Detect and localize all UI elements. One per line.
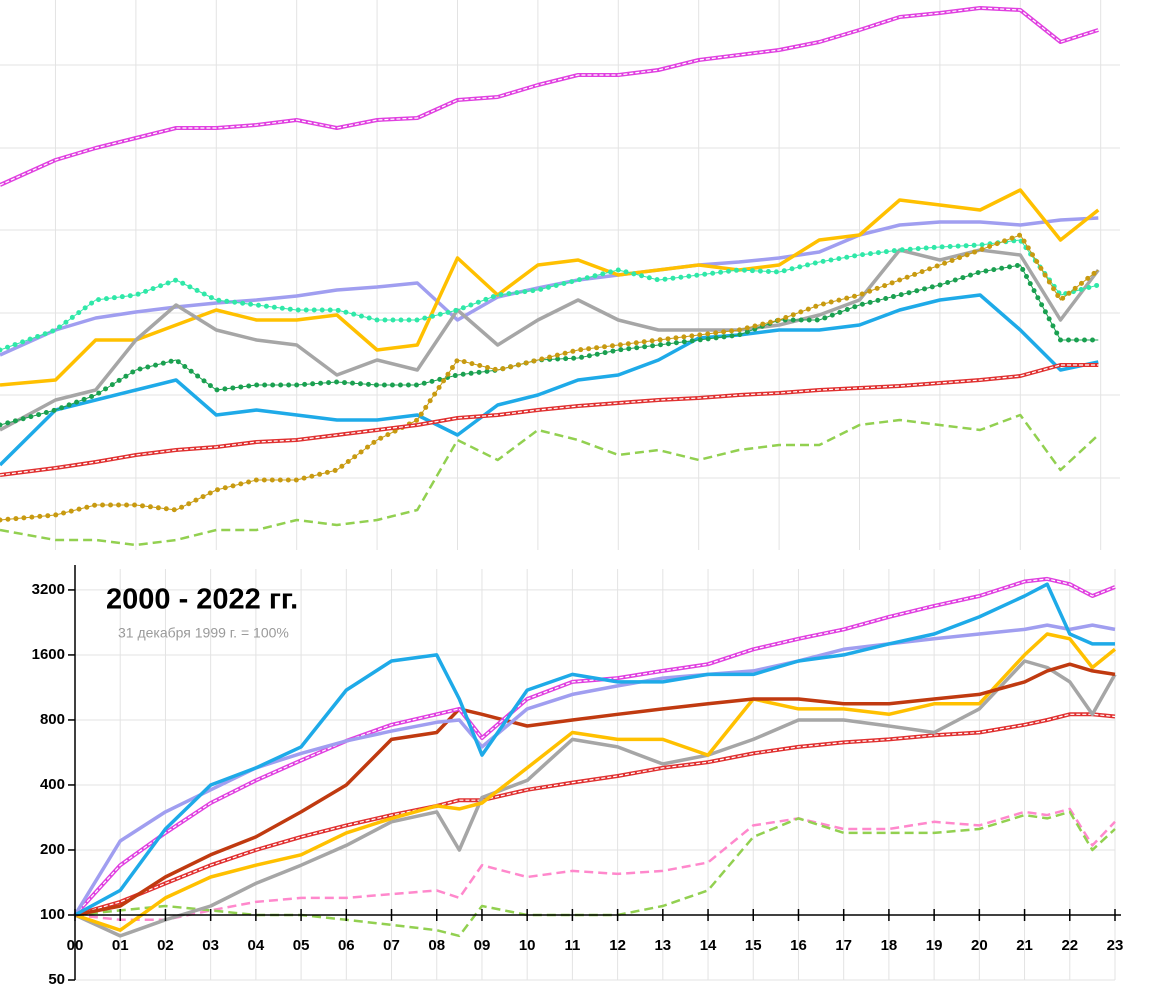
series-line xyxy=(0,239,1099,351)
series-line xyxy=(74,582,1115,917)
y-tick-label: 100 xyxy=(40,906,65,923)
x-tick-label: 15 xyxy=(745,937,762,954)
x-tick-label: 17 xyxy=(835,937,852,954)
series-line xyxy=(74,807,1116,922)
series-line xyxy=(0,234,1099,521)
x-tick-label: 12 xyxy=(609,937,626,954)
series-line xyxy=(74,632,1117,932)
x-tick-label: 23 xyxy=(1107,937,1124,954)
x-tick-label: 09 xyxy=(474,937,491,954)
x-tick-label: 20 xyxy=(971,937,988,954)
x-tick-label: 01 xyxy=(112,937,129,954)
series-dots xyxy=(0,262,1101,428)
x-tick-label: 06 xyxy=(338,937,355,954)
y-tick-label: 1600 xyxy=(32,646,65,663)
x-tick-label: 11 xyxy=(564,937,580,954)
series-line xyxy=(0,293,1099,467)
series-line-inner xyxy=(0,364,1099,476)
x-tick-label: 05 xyxy=(293,937,310,954)
series-line xyxy=(74,659,1117,938)
series-line xyxy=(74,662,1116,917)
x-tick-label: 13 xyxy=(654,937,671,954)
axis-layer: 50 100 200 400 800 1600 3200 00 01 02 03 04 05 06 07 08… xyxy=(32,565,1124,986)
y-tick-label: 800 xyxy=(40,711,65,728)
series-line xyxy=(74,810,1116,938)
series-line xyxy=(0,248,1100,432)
x-tick-label: 08 xyxy=(428,937,445,954)
series-line-inner xyxy=(74,713,1116,916)
series-line xyxy=(73,623,1116,916)
x-tick-label: 04 xyxy=(248,937,265,954)
x-tick-label: 02 xyxy=(157,937,174,954)
x-tick-label: 16 xyxy=(790,937,807,954)
series-dots xyxy=(0,237,1101,353)
x-tick-label: 10 xyxy=(519,937,536,954)
y-tick-label: 200 xyxy=(40,841,65,858)
x-tick-label: 14 xyxy=(700,937,717,954)
series-line xyxy=(73,576,1116,917)
series-line xyxy=(0,413,1100,547)
x-tick-label: 18 xyxy=(881,937,898,954)
x-tick-label: 07 xyxy=(383,937,400,954)
series-line xyxy=(0,6,1099,187)
y-tick-label: 50 xyxy=(48,971,65,986)
series-layer xyxy=(0,6,1117,938)
y-tick-label: 3200 xyxy=(32,581,65,598)
x-tick-label: 00 xyxy=(67,937,84,954)
chart-title: 2000 - 2022 гг. xyxy=(106,584,298,616)
x-tick-label: 03 xyxy=(202,937,219,954)
x-tick-label: 22 xyxy=(1061,937,1078,954)
chart-subtitle: 31 декабря 1999 г. = 100% xyxy=(118,625,289,641)
y-tick-label: 400 xyxy=(40,776,65,793)
x-tick-label: 21 xyxy=(1016,937,1033,954)
series-dots xyxy=(0,232,1101,523)
series-line-inner xyxy=(0,7,1099,186)
x-tick-label: 19 xyxy=(926,937,943,954)
